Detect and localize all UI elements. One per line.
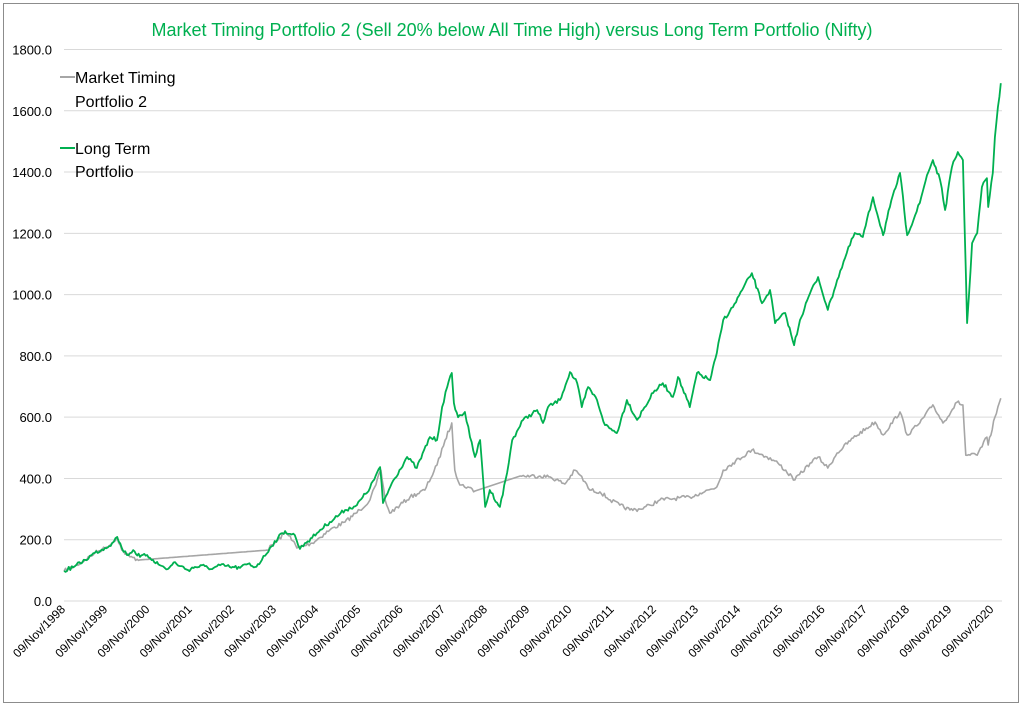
chart-frame [3, 3, 1019, 703]
y-tick-label: 1600.0 [12, 104, 52, 119]
y-tick-label: 1200.0 [12, 226, 52, 241]
legend-label-long-term-line1: Long Term [75, 141, 150, 158]
y-tick-label: 1800.0 [12, 43, 52, 58]
chart-title: Market Timing Portfolio 2 (Sell 20% belo… [151, 20, 873, 40]
legend-label-market-timing-line1: Market Timing [75, 70, 175, 87]
y-tick-label: 600.0 [19, 410, 52, 425]
series-line-long-term-portfolio [63, 83, 1002, 573]
y-tick-label: 800.0 [19, 349, 52, 364]
legend-label-market-timing-line2: Portfolio 2 [75, 94, 147, 111]
y-tick-label: 0.0 [34, 594, 52, 609]
y-tick-label: 200.0 [19, 533, 52, 548]
legend-label-long-term-line2: Portfolio [75, 164, 134, 181]
y-tick-label: 400.0 [19, 471, 52, 486]
series-line-market-timing-portfolio-2 [63, 397, 1002, 573]
y-tick-label: 1000.0 [12, 288, 52, 303]
y-tick-label: 1400.0 [12, 165, 52, 180]
